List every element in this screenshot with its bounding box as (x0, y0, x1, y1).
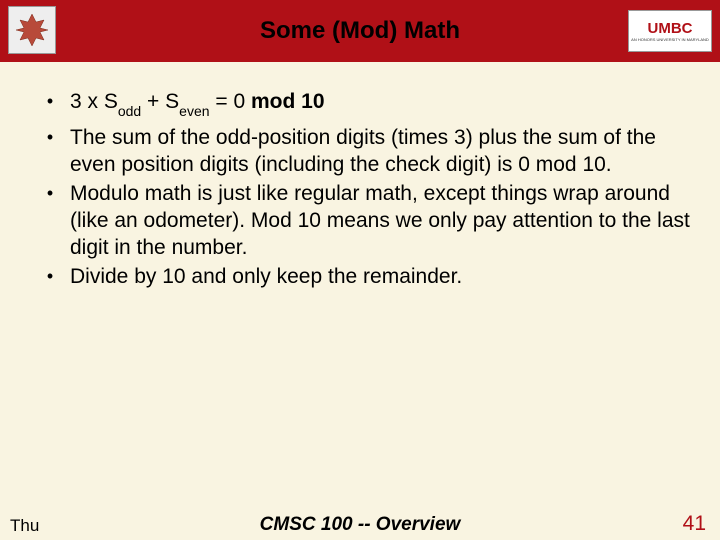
bullet-item: •Divide by 10 and only keep the remainde… (30, 263, 690, 290)
slide-header: Some (Mod) Math UMBC AN HONORS UNIVERSIT… (0, 0, 720, 62)
bullet-text: The sum of the odd-position digits (time… (70, 124, 690, 178)
bullet-item: •The sum of the odd-position digits (tim… (30, 124, 690, 178)
logo-right-text: UMBC (648, 21, 693, 36)
bullet-text: 3 x Sodd + Seven = 0 mod 10 (70, 88, 325, 122)
leaf-logo-icon (8, 6, 56, 54)
bullet-text: Modulo math is just like regular math, e… (70, 180, 690, 261)
bullet-list: •3 x Sodd + Seven = 0 mod 10•The sum of … (30, 88, 690, 290)
footer-page-number: 41 (683, 512, 706, 536)
bullet-dot: • (30, 124, 70, 151)
slide-content: •3 x Sodd + Seven = 0 mod 10•The sum of … (0, 62, 720, 290)
slide-footer: Thu CMSC 100 -- Overview 41 (0, 506, 720, 536)
footer-center: CMSC 100 -- Overview (0, 514, 720, 536)
logo-right-sub: AN HONORS UNIVERSITY IN MARYLAND (631, 38, 709, 42)
bullet-dot: • (30, 180, 70, 207)
slide-title: Some (Mod) Math (260, 17, 460, 45)
bullet-item: •3 x Sodd + Seven = 0 mod 10 (30, 88, 690, 122)
bullet-dot: • (30, 88, 70, 115)
bullet-item: •Modulo math is just like regular math, … (30, 180, 690, 261)
umbc-logo-icon: UMBC AN HONORS UNIVERSITY IN MARYLAND (628, 10, 712, 52)
bullet-dot: • (30, 263, 70, 290)
bullet-text: Divide by 10 and only keep the remainder… (70, 263, 462, 290)
